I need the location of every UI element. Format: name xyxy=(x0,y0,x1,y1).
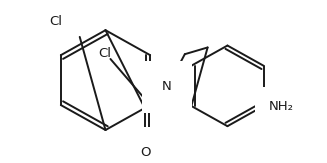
Text: Cl: Cl xyxy=(49,15,62,28)
Text: NH₂: NH₂ xyxy=(268,100,293,113)
Text: Cl: Cl xyxy=(98,47,112,60)
Text: N: N xyxy=(162,80,172,93)
Text: O: O xyxy=(140,146,150,159)
